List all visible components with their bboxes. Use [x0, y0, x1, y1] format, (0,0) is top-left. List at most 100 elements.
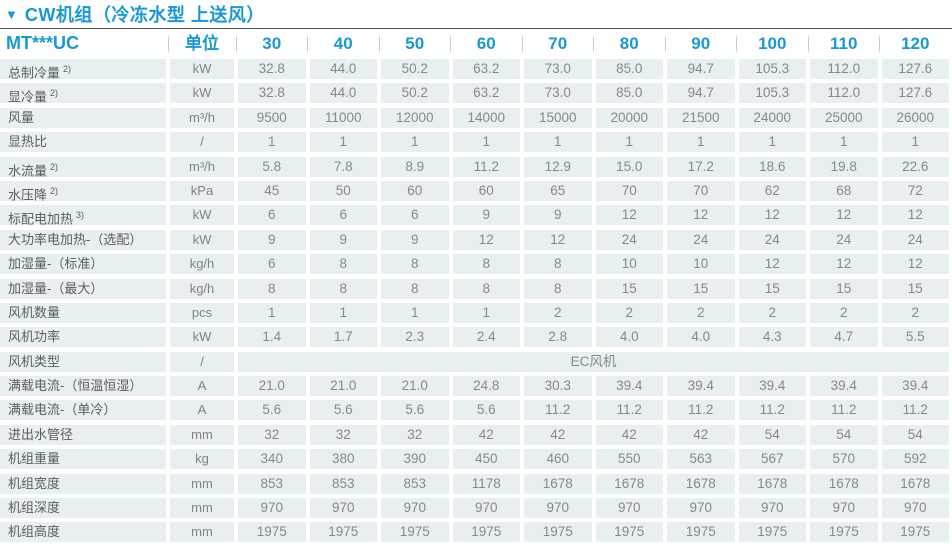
- value-cell: 592: [881, 449, 949, 470]
- table-row: 标配电加热 3) kW 6 6 6 9 9 12 12 12 12 12: [0, 205, 949, 226]
- column-header-capacity: 30: [238, 29, 306, 58]
- row-unit: mm: [170, 498, 234, 519]
- value-cell: 1: [309, 302, 377, 323]
- value-cell: 9: [524, 205, 592, 226]
- row-label: 大功率电加热-（选配）: [0, 229, 166, 250]
- value-cell: 62: [738, 180, 806, 201]
- value-cell: 970: [238, 498, 306, 519]
- value-cell: 380: [309, 449, 377, 470]
- value-cell: 1975: [309, 522, 377, 543]
- value-cell: 8: [452, 254, 520, 275]
- value-cell: 7.8: [309, 156, 377, 177]
- table-row: 加湿量-（标准） kg/h 6 8 8 8 8 10 10 12 12 12: [0, 254, 949, 275]
- value-cell: 14000: [452, 107, 520, 128]
- table-row: 加湿量-（最大） kg/h 8 8 8 8 8 15 15 15 15 15: [0, 278, 949, 299]
- value-cell: 15: [595, 278, 663, 299]
- value-cell: 12: [738, 205, 806, 226]
- row-unit: /: [170, 132, 234, 153]
- value-cell: 85.0: [595, 83, 663, 104]
- spec-table: MT***UC 单位 30 40 50 60 70 80 90 100 110 120 总制冷量 2…: [0, 29, 952, 543]
- value-cell: 4.0: [667, 327, 735, 348]
- value-cell: 9: [381, 229, 449, 250]
- value-cell: 50: [309, 180, 377, 201]
- value-cell: 2.4: [452, 327, 520, 348]
- value-cell: 11000: [309, 107, 377, 128]
- value-cell: 21.0: [309, 376, 377, 397]
- row-label: 满载电流-（单冷）: [0, 400, 166, 421]
- value-cell: 1: [309, 132, 377, 153]
- value-cell: 4.3: [738, 327, 806, 348]
- value-cell: 1: [738, 132, 806, 153]
- column-header-capacity: 120: [882, 29, 950, 58]
- row-unit: mm: [170, 424, 234, 445]
- value-cell: 21.0: [381, 376, 449, 397]
- value-cell: 1: [595, 132, 663, 153]
- value-cell: 1: [381, 132, 449, 153]
- row-label-text: 大功率电加热-（选配）: [8, 231, 143, 247]
- row-unit: mm: [170, 473, 234, 494]
- table-row: 风机功率 kW 1.4 1.7 2.3 2.4 2.8 4.0 4.0 4.3 4.7 5.5: [0, 327, 949, 348]
- value-cell: 563: [667, 449, 735, 470]
- row-label-footnote: 2): [50, 185, 59, 196]
- row-label: 风机功率: [0, 327, 166, 348]
- table-row: 满载电流-（恒温恒湿） A 21.0 21.0 21.0 24.8 30.3 39.4 39.4…: [0, 376, 949, 397]
- value-cell: 63.2: [452, 83, 520, 104]
- value-cell: 970: [738, 498, 806, 519]
- value-cell: 5.5: [881, 327, 949, 348]
- column-header-unit: 单位: [170, 29, 234, 58]
- row-label-text: 风量: [8, 109, 35, 125]
- row-label-text: 满载电流-（恒温恒湿）: [8, 378, 143, 394]
- value-cell: 6: [309, 205, 377, 226]
- row-label: 水压降 2): [0, 180, 166, 201]
- value-cell: 21500: [667, 107, 735, 128]
- row-label: 显冷量 2): [0, 83, 166, 104]
- value-cell: 20000: [595, 107, 663, 128]
- row-label-text: 水压降: [8, 187, 48, 201]
- table-row: 机组重量 kg 340 380 390 450 460 550 563 567 570 592: [0, 449, 949, 470]
- row-label-text: 总制冷量: [8, 65, 61, 79]
- row-label: 机组宽度: [0, 473, 166, 494]
- value-cell: 8: [381, 254, 449, 275]
- row-label-footnote: 2): [63, 64, 72, 74]
- table-row: 满载电流-（单冷） A 5.6 5.6 5.6 5.6 11.2 11.2 11.2 11.2 11…: [0, 400, 949, 421]
- row-label-footnote: 2): [50, 161, 59, 172]
- value-cell: 42: [667, 424, 735, 445]
- row-label: 满载电流-（恒温恒湿）: [0, 376, 166, 397]
- value-cell: 44.0: [309, 59, 377, 79]
- value-cell: 1975: [667, 522, 735, 543]
- value-cell: 50.2: [381, 83, 449, 104]
- value-cell: 12: [667, 205, 735, 226]
- column-header-capacity: 110: [810, 29, 878, 58]
- table-row: 风机数量 pcs 1 1 1 1 2 2 2 2 2 2: [0, 302, 949, 323]
- row-label-text: 机组宽度: [8, 475, 61, 491]
- value-cell: 8: [309, 254, 377, 275]
- value-cell: 11.2: [667, 400, 735, 421]
- value-cell: 853: [309, 473, 377, 494]
- row-label-text: 风机类型: [8, 353, 61, 369]
- row-label-text: 水流量: [8, 162, 48, 177]
- value-cell: 970: [667, 498, 735, 519]
- value-cell: 68: [810, 180, 878, 201]
- table-header-row: MT***UC 单位 30 40 50 60 70 80 90 100 110 120: [0, 29, 949, 58]
- value-cell: 32: [238, 424, 306, 445]
- value-cell: 1678: [595, 473, 663, 494]
- value-cell: 460: [524, 449, 592, 470]
- value-cell: 127.6: [881, 83, 949, 104]
- value-cell: 8: [524, 254, 592, 275]
- value-cell: 9: [452, 205, 520, 226]
- value-cell: 1178: [452, 473, 520, 494]
- value-cell: 5.6: [238, 400, 306, 421]
- value-cell: 15: [881, 278, 949, 299]
- value-cell: 1975: [595, 522, 663, 543]
- value-cell: 2: [881, 302, 949, 323]
- row-label: 总制冷量 2): [0, 59, 166, 79]
- row-label: 加湿量-（标准）: [0, 254, 166, 275]
- value-cell: 70: [667, 180, 735, 201]
- value-cell: 970: [524, 498, 592, 519]
- value-cell: 54: [881, 424, 949, 445]
- value-cell: 12: [881, 254, 949, 275]
- row-label-text: 风机数量: [8, 304, 61, 320]
- value-cell: 54: [810, 424, 878, 445]
- value-cell: 1: [452, 302, 520, 323]
